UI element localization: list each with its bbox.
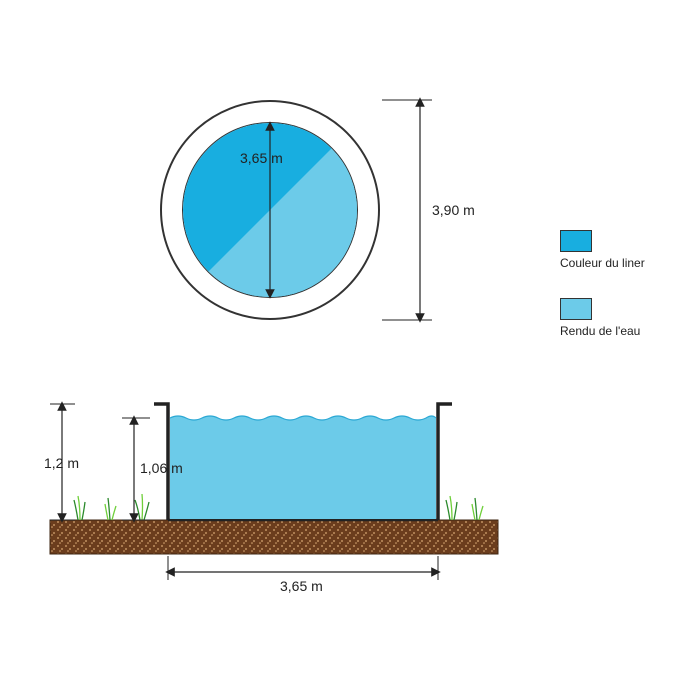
- pool-diagram: 3,65 m 3,90 m Couleur du liner Rendu de …: [0, 0, 700, 700]
- width-label: 3,65 m: [280, 578, 323, 594]
- grass-right: [446, 496, 483, 520]
- soil: [50, 520, 498, 554]
- water-fill: [170, 416, 436, 519]
- pool-wall-right: [438, 404, 452, 520]
- section-view: [0, 0, 700, 700]
- water-height-label: 1,06 m: [140, 460, 183, 476]
- wall-height-label: 1,2 m: [44, 455, 79, 471]
- grass-left: [74, 494, 149, 520]
